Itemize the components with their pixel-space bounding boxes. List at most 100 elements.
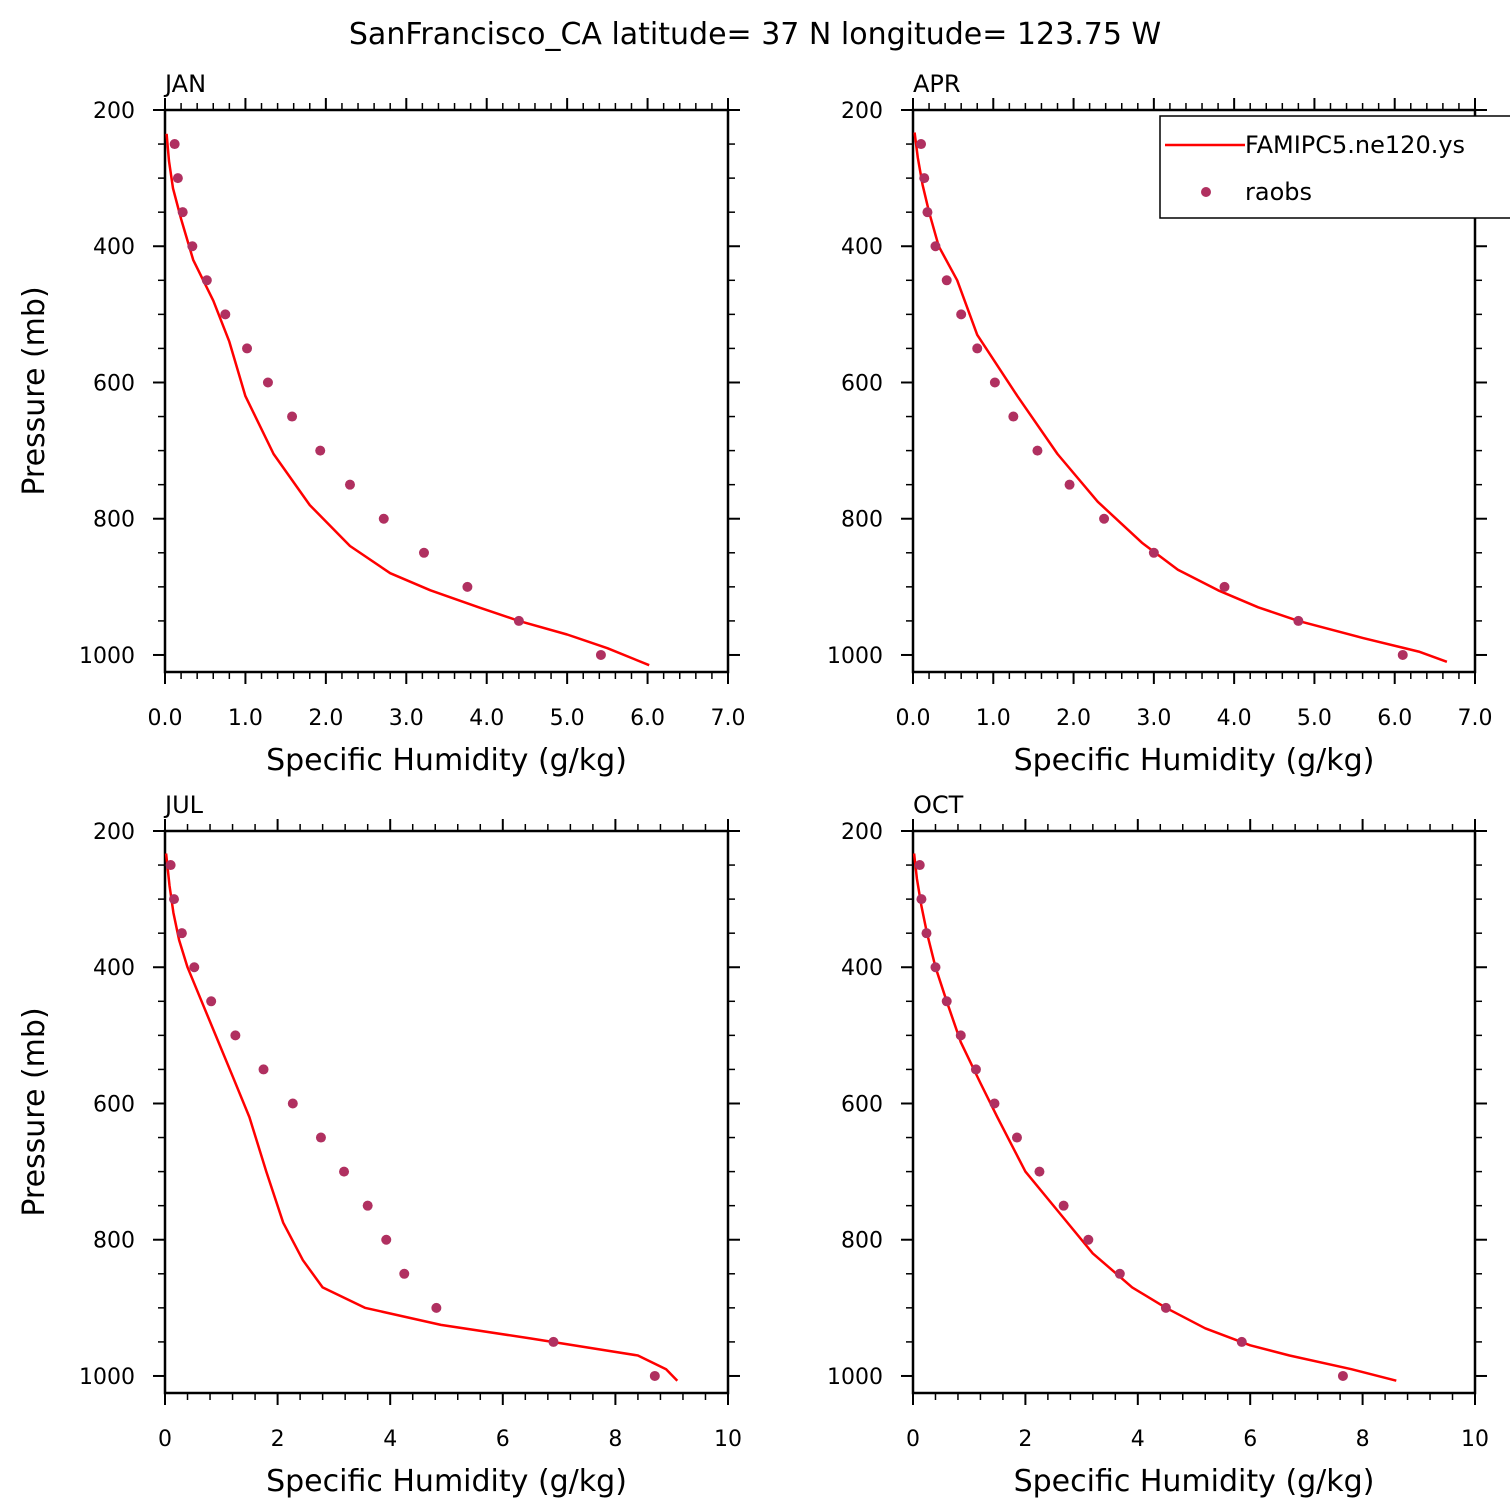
panel-apr: APR 0.0 1.0 2.0 3.0 4.0 5.0 6.0 7.0 200 400 600 800 1… <box>827 70 1493 778</box>
raobs-point <box>919 173 930 184</box>
y-tick-label: 200 <box>841 820 883 845</box>
raobs-point <box>649 1370 660 1381</box>
x-tick-label: 0.0 <box>148 706 183 731</box>
y-tick-label: 200 <box>93 820 135 845</box>
y-tick-label: 400 <box>841 235 883 260</box>
y-tick-label: 600 <box>841 371 883 396</box>
raobs-point <box>1148 547 1159 558</box>
x-tick-label: 6.0 <box>1377 706 1412 731</box>
raobs-point <box>418 547 429 558</box>
x-tick-label: 6.0 <box>630 706 665 731</box>
x-tick-label: 2.0 <box>308 706 343 731</box>
y-tick-label: 1000 <box>827 644 883 669</box>
x-tick-label: 5.0 <box>1297 706 1332 731</box>
y-tick-label: 400 <box>93 235 135 260</box>
raobs-point <box>941 275 952 286</box>
raobs-point <box>344 479 355 490</box>
x-tick-label: 6 <box>496 1427 510 1452</box>
y-tick-label: 200 <box>841 99 883 124</box>
x-tick-label: 2 <box>1018 1427 1032 1452</box>
x-tick-label: 4.0 <box>469 706 504 731</box>
raobs-point <box>169 894 180 905</box>
x-tick-label: 1.0 <box>228 706 263 731</box>
y-tick-label: 1000 <box>827 1365 883 1390</box>
raobs-point <box>922 207 933 218</box>
raobs-point <box>1008 411 1019 422</box>
x-axis-title: Specific Humidity (g/kg) <box>1014 1464 1375 1499</box>
x-axis-title: Specific Humidity (g/kg) <box>1014 743 1375 778</box>
x-axis-title: Specific Humidity (g/kg) <box>266 743 627 778</box>
raobs-point <box>1114 1268 1125 1279</box>
y-tick-label: 400 <box>93 956 135 981</box>
raobs-point <box>399 1268 410 1279</box>
y-axis-title: Pressure (mb) <box>17 286 52 495</box>
raobs-point <box>339 1166 350 1177</box>
y-tick-label: 1000 <box>79 644 135 669</box>
x-tick-label: 1.0 <box>976 706 1011 731</box>
x-tick-label: 10 <box>714 1427 742 1452</box>
raobs-point <box>177 207 188 218</box>
raobs-point <box>189 962 200 973</box>
raobs-point <box>956 309 967 320</box>
x-tick-label: 4 <box>1131 1427 1145 1452</box>
y-tick-label: 400 <box>841 956 883 981</box>
panel-jan: JAN 0.0 1.0 2.0 3.0 4.0 5.0 6.0 7.0 200 400 600 800 1… <box>17 70 746 778</box>
legend-obs-marker <box>1201 187 1211 197</box>
x-tick-label: 2 <box>271 1427 285 1452</box>
figure-title: SanFrancisco_CA latitude= 37 N longitude… <box>349 17 1161 52</box>
y-tick-label: 800 <box>841 1229 883 1254</box>
x-tick-label: 8 <box>608 1427 622 1452</box>
raobs-point <box>381 1234 392 1245</box>
raobs-point <box>548 1336 559 1347</box>
raobs-point <box>930 962 941 973</box>
raobs-point <box>930 241 941 252</box>
x-tick-label: 5.0 <box>550 706 585 731</box>
raobs-point <box>955 1030 966 1041</box>
panel-jul: JUL 0 2 4 6 8 10 200 400 600 800 1000 Specific Humid… <box>17 791 742 1499</box>
plot-frame <box>163 829 730 1395</box>
raobs-point <box>287 1098 298 1109</box>
x-tick-label: 7.0 <box>1458 706 1493 731</box>
raobs-point <box>220 309 231 320</box>
legend: FAMIPC5.ne120.ys raobs <box>1159 115 1510 219</box>
raobs-point <box>315 445 326 456</box>
raobs-point <box>206 996 217 1007</box>
x-tick-label: 7.0 <box>711 706 746 731</box>
x-tick-label: 8 <box>1356 1427 1370 1452</box>
raobs-point <box>916 139 927 150</box>
raobs-point <box>1219 581 1230 592</box>
x-tick-label: 0.0 <box>896 706 931 731</box>
plot-frame <box>911 108 1477 674</box>
raobs-point <box>989 1098 1000 1109</box>
panel-label: OCT <box>913 791 964 819</box>
raobs-point <box>941 996 952 1007</box>
raobs-point <box>172 173 183 184</box>
raobs-point <box>595 649 606 660</box>
legend-obs-label: raobs <box>1245 178 1312 206</box>
raobs-point <box>287 411 298 422</box>
plot-frame <box>163 108 730 674</box>
x-tick-label: 3.0 <box>1136 706 1171 731</box>
raobs-point <box>462 581 473 592</box>
x-tick-label: 4.0 <box>1217 706 1252 731</box>
raobs-point <box>1293 615 1304 626</box>
raobs-point <box>262 377 273 388</box>
raobs-point <box>1034 1166 1045 1177</box>
raobs-point <box>916 894 927 905</box>
raobs-point <box>378 513 389 524</box>
raobs-point <box>362 1200 373 1211</box>
legend-model-label: FAMIPC5.ne120.ys <box>1245 131 1465 159</box>
raobs-point <box>1337 1370 1348 1381</box>
x-tick-label: 10 <box>1461 1427 1489 1452</box>
raobs-point <box>431 1302 442 1313</box>
panel-label: APR <box>913 70 961 98</box>
raobs-point <box>1058 1200 1069 1211</box>
y-tick-label: 600 <box>93 1092 135 1117</box>
panel-label: JAN <box>163 70 206 98</box>
raobs-point <box>1032 445 1043 456</box>
raobs-point <box>513 615 524 626</box>
raobs-point <box>1236 1336 1247 1347</box>
plot-frame <box>911 829 1477 1395</box>
y-tick-label: 600 <box>841 1092 883 1117</box>
